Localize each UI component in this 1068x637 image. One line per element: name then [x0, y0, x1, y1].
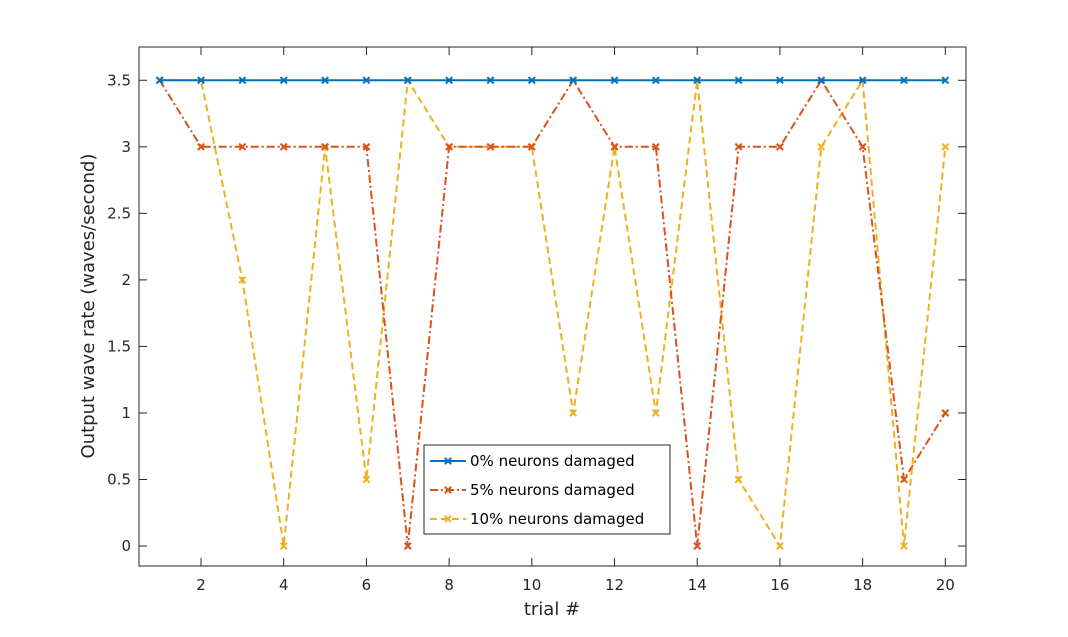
data-point	[362, 76, 371, 85]
legend: 0% neurons damaged 5% neurons damaged 10% …	[423, 444, 671, 535]
data-point	[569, 76, 578, 85]
legend-label: 0% neurons damaged	[470, 452, 635, 470]
y-tick-label: 3.5	[107, 71, 131, 89]
data-point	[445, 76, 454, 85]
data-point	[321, 142, 329, 151]
ticks-layer: 2 4 6 8 10 12 14 16 18 20 0 0.5 1 1.5 2 2.5 3 3.5	[107, 47, 966, 594]
series-layer	[155, 76, 950, 550]
data-point	[941, 142, 950, 151]
axes-box	[138, 46, 967, 567]
data-point	[941, 409, 950, 417]
data-point	[486, 142, 495, 151]
data-point	[651, 76, 660, 85]
y-tick-label: 3	[121, 138, 131, 156]
data-point	[403, 76, 412, 85]
data-point	[362, 475, 371, 484]
data-point	[279, 142, 288, 151]
data-point	[776, 142, 784, 151]
data-point	[817, 76, 826, 85]
y-tick-label: 2.5	[107, 204, 131, 222]
data-point	[900, 76, 908, 85]
data-point	[238, 76, 247, 85]
x-tick-label: 2	[196, 576, 206, 594]
data-point	[941, 76, 950, 85]
data-point	[734, 475, 743, 484]
data-point	[776, 542, 784, 550]
data-point	[445, 142, 454, 151]
data-point	[610, 142, 619, 151]
data-point	[486, 76, 495, 85]
data-point	[858, 142, 867, 151]
data-point	[817, 142, 826, 151]
legend-item-0: 0% neurons damaged	[430, 452, 635, 470]
data-point	[734, 76, 743, 85]
x-axis-label: trial #	[524, 599, 580, 620]
data-point	[693, 542, 702, 550]
x-tick-label: 20	[936, 576, 955, 594]
data-point	[651, 409, 660, 417]
data-point	[569, 409, 578, 417]
legend-label: 5% neurons damaged	[470, 481, 635, 499]
legend-item-1: 5% neurons damaged	[430, 481, 635, 499]
data-point	[900, 475, 908, 484]
data-point	[238, 275, 247, 284]
y-axis-label: Output wave rate (waves/second)	[78, 154, 99, 459]
data-point	[279, 542, 288, 550]
data-point	[197, 142, 205, 151]
y-tick-label: 0	[121, 537, 131, 555]
data-point	[527, 142, 536, 151]
data-point	[651, 142, 660, 151]
data-point	[403, 542, 412, 550]
y-tick-label: 1	[121, 404, 131, 422]
data-point	[321, 76, 329, 85]
x-tick-label: 8	[444, 576, 454, 594]
y-tick-label: 0.5	[107, 471, 131, 489]
legend-marker	[444, 457, 452, 465]
legend-item-2: 10% neurons damaged	[430, 510, 644, 528]
x-tick-label: 6	[362, 576, 372, 594]
y-tick-label: 2	[121, 271, 131, 289]
data-point	[610, 76, 619, 85]
data-point	[900, 542, 908, 550]
data-point	[527, 76, 536, 85]
x-tick-label: 14	[688, 576, 707, 594]
x-tick-label: 4	[279, 576, 289, 594]
legend-marker	[444, 486, 452, 494]
x-tick-label: 16	[770, 576, 789, 594]
data-point	[776, 76, 784, 85]
legend-marker	[444, 515, 452, 523]
x-tick-label: 10	[522, 576, 541, 594]
x-tick-label: 18	[853, 576, 872, 594]
series-line	[158, 78, 947, 547]
data-point	[734, 142, 743, 151]
series-0	[155, 76, 950, 85]
data-point	[197, 76, 205, 85]
data-point	[362, 142, 371, 151]
data-point	[279, 76, 288, 85]
data-point	[693, 76, 702, 85]
x-tick-label: 12	[605, 576, 624, 594]
axes-layer	[138, 46, 967, 567]
y-tick-label: 1.5	[107, 337, 131, 355]
data-point	[238, 142, 247, 151]
data-point	[155, 76, 164, 85]
series-line	[159, 77, 947, 550]
data-point	[858, 76, 867, 85]
legend-label: 10% neurons damaged	[470, 510, 644, 528]
